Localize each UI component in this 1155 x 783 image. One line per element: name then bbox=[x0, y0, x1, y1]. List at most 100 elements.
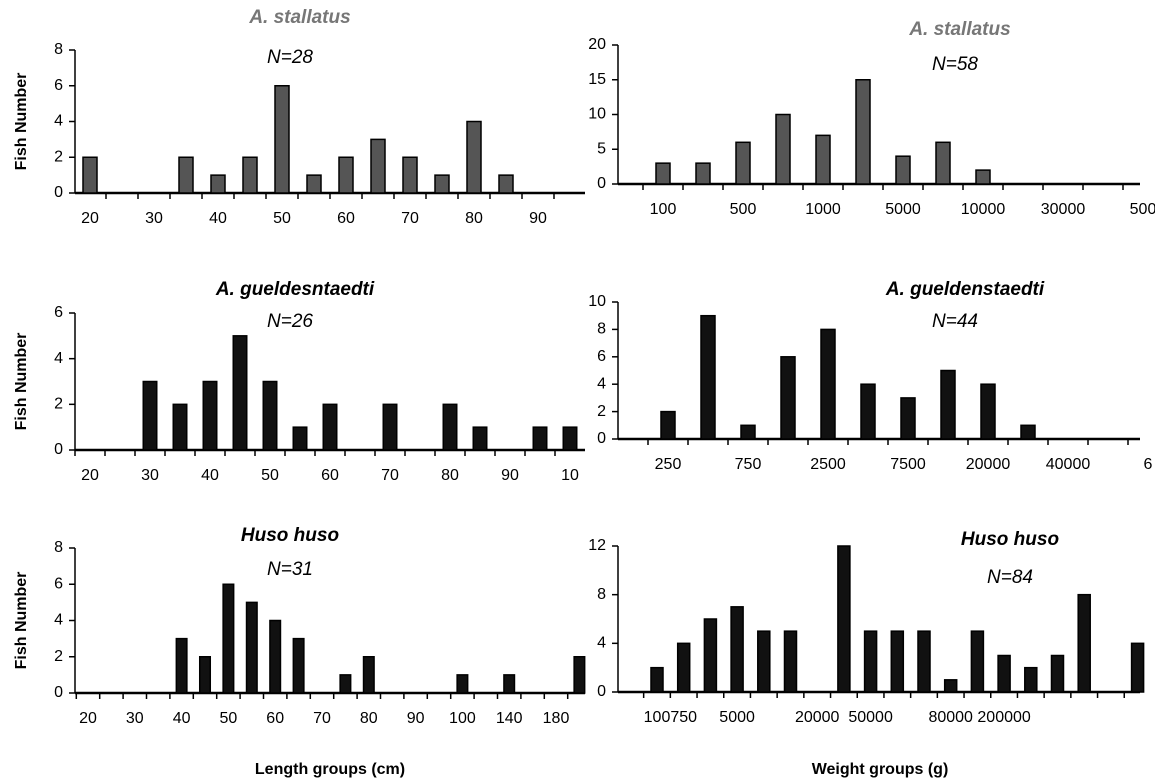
bar bbox=[178, 156, 194, 194]
bar bbox=[863, 630, 878, 693]
bar bbox=[676, 642, 691, 693]
y-tick-label: 10 bbox=[588, 293, 606, 310]
y-tick-label: 0 bbox=[597, 683, 606, 700]
bar bbox=[175, 637, 188, 694]
x-tick-label: 30000 bbox=[1041, 201, 1086, 218]
bar bbox=[740, 424, 756, 440]
x-tick-label: 60 bbox=[337, 210, 355, 227]
x-tick-label: 80 bbox=[441, 467, 459, 484]
y-tick-label: 6 bbox=[597, 348, 606, 365]
bar bbox=[757, 630, 771, 693]
y-tick-label: 2 bbox=[54, 648, 63, 665]
bar bbox=[242, 156, 258, 194]
bar bbox=[970, 630, 985, 693]
x-tick-label: 50 bbox=[261, 467, 279, 484]
bar bbox=[943, 679, 958, 693]
bar bbox=[338, 156, 354, 194]
bar bbox=[890, 630, 905, 693]
y-tick-label: 8 bbox=[597, 586, 606, 603]
bar bbox=[370, 138, 386, 194]
x-tick-label: 10 bbox=[561, 467, 579, 484]
panel-subtitle: N=84 bbox=[987, 567, 1033, 588]
y-tick-label: 2 bbox=[54, 396, 63, 413]
bar bbox=[730, 606, 744, 693]
x-tick-label: 70 bbox=[381, 467, 399, 484]
y-tick-label: 0 bbox=[597, 175, 606, 192]
bar bbox=[442, 403, 458, 451]
bar bbox=[362, 656, 375, 694]
y-tick-label: 0 bbox=[54, 684, 63, 701]
x-tick-label: 70 bbox=[313, 710, 331, 727]
bar bbox=[775, 113, 791, 185]
y-tick-label: 20 bbox=[588, 36, 606, 53]
bar bbox=[562, 426, 578, 451]
x-tick-label: 50 bbox=[220, 710, 238, 727]
bar bbox=[895, 155, 911, 185]
y-tick-label: 4 bbox=[597, 635, 606, 652]
panel-title: Huso huso bbox=[961, 529, 1059, 550]
bar bbox=[660, 410, 676, 440]
x-tick-label: 500 bbox=[730, 201, 757, 218]
x-tick-label: 30 bbox=[145, 210, 163, 227]
bar bbox=[466, 120, 482, 194]
y-axis-label: Fish Number bbox=[13, 333, 30, 431]
panel-title: A. stallatus bbox=[908, 19, 1010, 40]
x-tick-label: 7500 bbox=[890, 456, 926, 473]
bar bbox=[269, 619, 282, 694]
bar bbox=[1024, 666, 1038, 693]
x-tick-label: 90 bbox=[529, 210, 547, 227]
bar bbox=[703, 618, 718, 693]
y-axis-label: Fish Number bbox=[13, 73, 30, 171]
bar bbox=[532, 426, 548, 451]
panel-subtitle: N=58 bbox=[932, 54, 978, 75]
y-tick-label: 6 bbox=[54, 77, 63, 94]
panel: Huso huso N=31 Fish Number Length groups (c… bbox=[13, 525, 585, 778]
y-tick-label: 5 bbox=[597, 140, 606, 157]
bar bbox=[700, 314, 716, 440]
x-tick-label: 90 bbox=[407, 710, 425, 727]
bar bbox=[82, 156, 98, 194]
panel: A. stallatus N=28 Fish Number 0 2 4 6 8 20 30 40 50… bbox=[13, 7, 585, 227]
bar bbox=[860, 383, 876, 440]
panel-subtitle: N=31 bbox=[267, 559, 313, 580]
panel: A. stallatus N=58 0 5 10 15 20 100 500 1000 5000 10… bbox=[588, 19, 1155, 218]
x-tick-label: 20 bbox=[79, 710, 97, 727]
bar bbox=[498, 174, 514, 194]
panel-subtitle: N=26 bbox=[267, 311, 313, 332]
x-tick-label: 90 bbox=[501, 467, 519, 484]
bar bbox=[472, 426, 488, 451]
x-tick-label: 2500 bbox=[810, 456, 846, 473]
x-tick-label: 140 bbox=[496, 710, 523, 727]
bar bbox=[980, 383, 996, 440]
bar bbox=[274, 85, 290, 194]
y-tick-label: 4 bbox=[597, 375, 606, 392]
x-tick-label: 80 bbox=[360, 710, 378, 727]
y-tick-label: 6 bbox=[54, 575, 63, 592]
x-tick-label: 20 bbox=[81, 467, 99, 484]
bar bbox=[917, 630, 931, 693]
y-tick-label: 2 bbox=[54, 148, 63, 165]
y-tick-label: 8 bbox=[54, 539, 63, 556]
bar bbox=[997, 654, 1011, 693]
bar bbox=[172, 403, 188, 451]
x-tick-label: 30 bbox=[126, 710, 144, 727]
y-tick-label: 8 bbox=[597, 321, 606, 338]
bar bbox=[322, 403, 338, 451]
x-tick-label: 750 bbox=[670, 709, 697, 726]
bar bbox=[292, 426, 308, 451]
bar bbox=[900, 397, 916, 440]
x-tick-label: 60 bbox=[321, 467, 339, 484]
y-tick-label: 0 bbox=[54, 441, 63, 458]
x-tick-label: 20000 bbox=[966, 456, 1011, 473]
bar bbox=[503, 674, 516, 694]
x-tick-label: 10000 bbox=[961, 201, 1006, 218]
panel-title: A. stallatus bbox=[248, 7, 350, 28]
bar bbox=[780, 356, 796, 440]
x-tick-label: 250 bbox=[655, 456, 682, 473]
y-tick-label: 4 bbox=[54, 612, 63, 629]
y-tick-label: 12 bbox=[588, 537, 606, 554]
bar bbox=[402, 156, 418, 194]
bar bbox=[783, 630, 798, 693]
y-tick-label: 6 bbox=[54, 304, 63, 321]
y-tick-label: 8 bbox=[54, 41, 63, 58]
